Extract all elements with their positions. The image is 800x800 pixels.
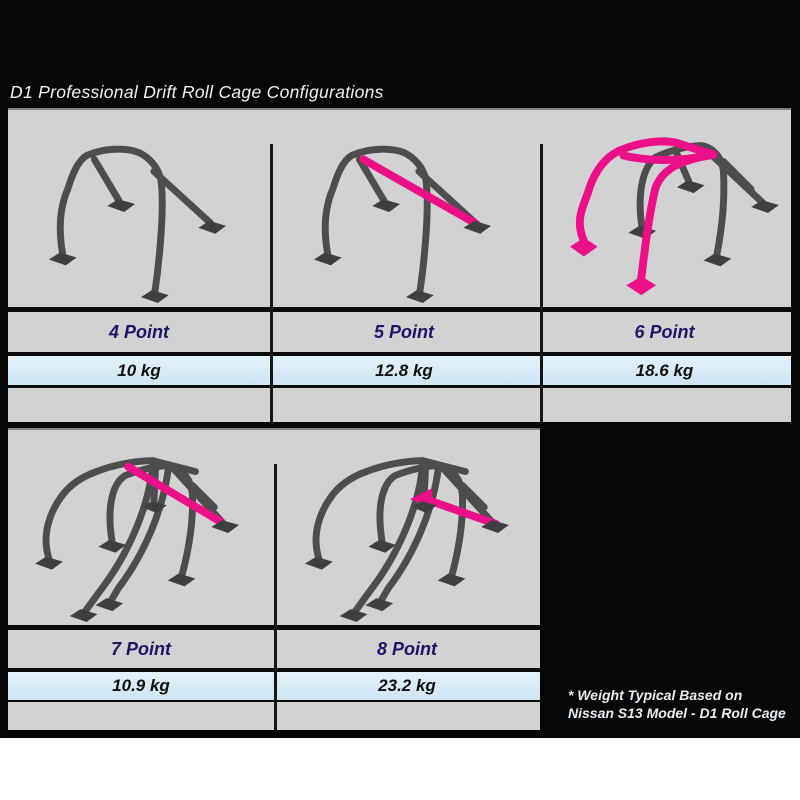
cage-figure-6-point xyxy=(538,110,791,307)
rear-brace xyxy=(150,167,214,227)
cage-figure-7-point xyxy=(8,430,274,625)
mounting-plate xyxy=(339,609,368,623)
config-label: 5 Point xyxy=(373,321,434,342)
roll-cage-5pt-drawing xyxy=(313,145,492,304)
column-divider xyxy=(270,144,273,422)
config-weight: 18.6 kg xyxy=(635,360,694,380)
config-label: 8 Point xyxy=(376,638,437,659)
label-row-top: 4 Point 5 Point 6 Point xyxy=(8,312,791,352)
bottom-strip-top-panel xyxy=(8,388,791,422)
mounting-plate xyxy=(411,501,437,514)
rear-brace xyxy=(189,481,218,511)
config-label: 7 Point xyxy=(110,638,171,659)
config-weight: 10 kg xyxy=(117,360,161,380)
mounting-plate-pink xyxy=(626,276,657,296)
rear-brace xyxy=(719,158,755,193)
config-label: 4 Point xyxy=(108,321,169,342)
mounting-plate xyxy=(107,199,136,212)
highlight-front-leg xyxy=(637,150,718,283)
cage-figure-8-point xyxy=(274,430,540,625)
mounting-plate xyxy=(98,539,127,553)
mounting-plate xyxy=(140,290,169,304)
row-divider xyxy=(8,307,791,312)
panel-top-configurations: 4 Point 5 Point 6 Point 10 kg 12.8 kg 18… xyxy=(8,108,791,422)
illustration-row-top xyxy=(8,110,791,307)
row-divider xyxy=(8,385,791,388)
highlight-bar-added-point xyxy=(124,462,226,527)
mounting-plate xyxy=(463,220,492,234)
mounting-plate xyxy=(481,520,509,533)
mounting-plate xyxy=(676,180,705,194)
mounting-plate xyxy=(365,598,394,612)
mounting-plate xyxy=(141,501,167,514)
config-weight: 10.9 kg xyxy=(112,676,170,695)
row-divider xyxy=(8,352,791,356)
infographic-root: D1 Professional Drift Roll Cage Configur… xyxy=(0,0,800,738)
mounting-plate xyxy=(211,520,239,533)
roll-cage-8pt-drawing xyxy=(305,457,509,623)
mounting-plate xyxy=(95,598,124,612)
config-weight: 23.2 kg xyxy=(378,676,436,695)
mounting-plate xyxy=(35,556,63,570)
config-label: 6 Point xyxy=(634,321,695,342)
panel-bottom-configurations: 7 Point 8 Point 10.9 kg 23.2 kg xyxy=(8,428,540,730)
highlight-bar-added-point xyxy=(421,495,501,528)
footnote-line-2: Nissan S13 Model - D1 Roll Cage xyxy=(568,705,786,721)
roll-cage-6pt-drawing xyxy=(569,137,779,296)
page-title: D1 Professional Drift Roll Cage Configur… xyxy=(10,82,384,102)
highlight-front-leg xyxy=(575,146,624,245)
mounting-plate xyxy=(198,220,227,234)
highlight-roof-bar xyxy=(615,137,718,159)
cage-figure-5-point xyxy=(270,110,538,307)
mounting-plate xyxy=(405,290,434,304)
rear-brace xyxy=(458,481,488,511)
weight-row-top: 10 kg 12.8 kg 18.6 kg xyxy=(8,356,791,385)
mounting-plate xyxy=(703,253,732,267)
cage-figure-4-point xyxy=(8,110,270,307)
rear-brace xyxy=(355,156,388,205)
mounting-plate xyxy=(437,573,466,587)
mounting-plate xyxy=(751,200,779,213)
mounting-plate xyxy=(368,539,397,553)
mounting-plate-pink xyxy=(569,237,598,257)
roll-cage-4pt-drawing xyxy=(48,145,227,304)
mounting-plate xyxy=(69,609,98,623)
mounting-plate xyxy=(313,252,342,266)
mounting-plate xyxy=(372,199,401,212)
column-divider xyxy=(274,464,277,730)
highlight-bar-added-point xyxy=(359,155,481,228)
mounting-plate xyxy=(48,252,77,266)
label-row-bottom: 7 Point 8 Point xyxy=(8,630,540,668)
rear-brace xyxy=(90,156,123,205)
roll-cage-7pt-drawing xyxy=(35,457,239,623)
config-weight: 12.8 kg xyxy=(375,360,433,380)
column-divider xyxy=(540,144,543,422)
footnote-line-1: * Weight Typical Based on xyxy=(568,687,743,703)
mounting-plate xyxy=(167,573,196,587)
weight-footnote: * Weight Typical Based on Nissan S13 Mod… xyxy=(568,686,798,722)
mounting-plate xyxy=(305,556,333,570)
illustration-row-bottom xyxy=(8,430,540,625)
